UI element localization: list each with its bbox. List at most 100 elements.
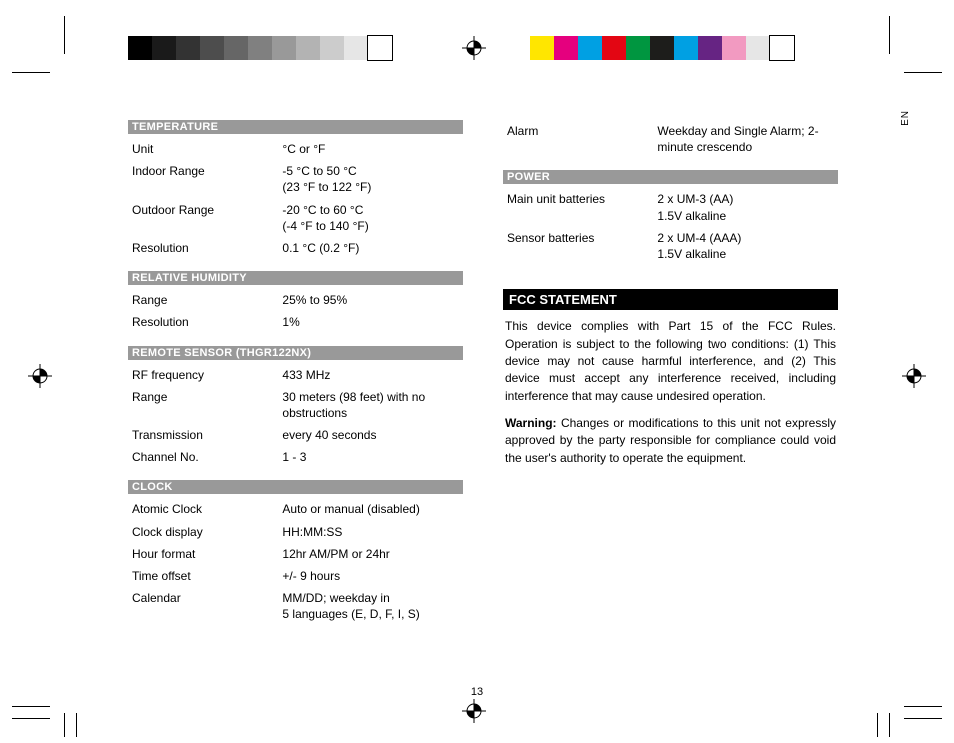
page-number: 13 xyxy=(0,686,954,698)
spec-value: Weekday and Single Alarm; 2- minute cres… xyxy=(657,123,834,155)
warning-label: Warning: xyxy=(505,416,557,430)
left-column: TEMPERATUREUnit°C or °FIndoor Range-5 °C… xyxy=(128,120,463,626)
spec-value: 30 meters (98 feet) with no obstructions xyxy=(282,389,459,421)
swatch xyxy=(746,36,770,60)
spec-label: Transmission xyxy=(132,427,282,443)
spec-row: Indoor Range-5 °C to 50 °C(23 °F to 122 … xyxy=(128,160,463,198)
fcc-paragraph: This device complies with Part 15 of the… xyxy=(503,318,838,405)
crop-mark xyxy=(889,16,890,54)
spec-row: Atomic ClockAuto or manual (disabled) xyxy=(128,498,463,520)
section-header: TEMPERATURE xyxy=(128,120,463,134)
spec-value: 25% to 95% xyxy=(282,292,459,308)
crop-mark xyxy=(889,713,890,737)
section-header: REMOTE SENSOR (THGR122NX) xyxy=(128,346,463,360)
spec-label: Sensor batteries xyxy=(507,230,657,262)
spec-value: 433 MHz xyxy=(282,367,459,383)
spec-value: HH:MM:SS xyxy=(282,524,459,540)
crop-mark xyxy=(904,72,942,73)
swatch xyxy=(320,36,344,60)
spec-row: Resolution0.1 °C (0.2 °F) xyxy=(128,237,463,259)
spec-row: Outdoor Range-20 °C to 60 °C(-4 °F to 14… xyxy=(128,199,463,237)
spec-label: Indoor Range xyxy=(132,163,282,195)
spec-row: AlarmWeekday and Single Alarm; 2- minute… xyxy=(503,120,838,158)
spec-value: °C or °F xyxy=(282,141,459,157)
section-header: POWER xyxy=(503,170,838,184)
swatch xyxy=(152,36,176,60)
swatch xyxy=(128,36,152,60)
spec-row: Range25% to 95% xyxy=(128,289,463,311)
spec-row: Main unit batteries2 x UM-3 (AA)1.5V alk… xyxy=(503,188,838,226)
spec-label: Main unit batteries xyxy=(507,191,657,223)
swatch xyxy=(650,36,674,60)
swatch xyxy=(530,36,554,60)
section-header: RELATIVE HUMIDITY xyxy=(128,271,463,285)
swatch xyxy=(698,36,722,60)
spec-row: Channel No.1 - 3 xyxy=(128,446,463,468)
spec-row: Time offset+/- 9 hours xyxy=(128,565,463,587)
crop-mark xyxy=(76,713,77,737)
spec-label: Unit xyxy=(132,141,282,157)
spec-label: Resolution xyxy=(132,314,282,330)
crop-mark xyxy=(904,718,942,719)
color-colorbar xyxy=(530,36,794,60)
spec-label: Range xyxy=(132,292,282,308)
swatch xyxy=(296,36,320,60)
swatch xyxy=(272,36,296,60)
spec-row: Range30 meters (98 feet) with no obstruc… xyxy=(128,386,463,424)
crop-mark xyxy=(904,706,942,707)
registration-mark-icon xyxy=(28,364,52,388)
swatch xyxy=(224,36,248,60)
swatch xyxy=(248,36,272,60)
spec-row: Transmissionevery 40 seconds xyxy=(128,424,463,446)
spec-label: Time offset xyxy=(132,568,282,584)
crop-mark xyxy=(12,706,50,707)
spec-label: Alarm xyxy=(507,123,657,155)
spec-label: Calendar xyxy=(132,590,282,622)
spec-value: 0.1 °C (0.2 °F) xyxy=(282,240,459,256)
swatch xyxy=(368,36,392,60)
spec-row: RF frequency433 MHz xyxy=(128,364,463,386)
spec-label: Hour format xyxy=(132,546,282,562)
spec-value: MM/DD; weekday in5 languages (E, D, F, I… xyxy=(282,590,459,622)
spec-row: CalendarMM/DD; weekday in5 languages (E,… xyxy=(128,587,463,625)
swatch xyxy=(722,36,746,60)
swatch xyxy=(626,36,650,60)
swatch xyxy=(344,36,368,60)
crop-mark xyxy=(12,718,50,719)
swatch xyxy=(602,36,626,60)
spec-row: Sensor batteries2 x UM-4 (AAA)1.5V alkal… xyxy=(503,227,838,265)
spec-row: Unit°C or °F xyxy=(128,138,463,160)
right-column: AlarmWeekday and Single Alarm; 2- minute… xyxy=(503,120,838,626)
registration-mark-icon xyxy=(462,36,486,60)
swatch xyxy=(578,36,602,60)
spec-value: Auto or manual (disabled) xyxy=(282,501,459,517)
crop-mark xyxy=(64,16,65,54)
spec-value: -5 °C to 50 °C(23 °F to 122 °F) xyxy=(282,163,459,195)
spec-label: Range xyxy=(132,389,282,421)
registration-mark-icon xyxy=(462,699,486,723)
swatch xyxy=(200,36,224,60)
crop-mark xyxy=(12,72,50,73)
swatch xyxy=(674,36,698,60)
spec-row: Clock displayHH:MM:SS xyxy=(128,521,463,543)
spec-label: Atomic Clock xyxy=(132,501,282,517)
page-content: TEMPERATUREUnit°C or °FIndoor Range-5 °C… xyxy=(128,120,838,626)
crop-mark xyxy=(64,713,65,737)
swatch xyxy=(770,36,794,60)
language-indicator: EN xyxy=(900,110,911,126)
spec-row: Hour format12hr AM/PM or 24hr xyxy=(128,543,463,565)
spec-value: 2 x UM-3 (AA)1.5V alkaline xyxy=(657,191,834,223)
spec-label: RF frequency xyxy=(132,367,282,383)
spec-value: 1 - 3 xyxy=(282,449,459,465)
crop-mark xyxy=(877,713,878,737)
registration-mark-icon xyxy=(902,364,926,388)
spec-label: Clock display xyxy=(132,524,282,540)
spec-value: -20 °C to 60 °C(-4 °F to 140 °F) xyxy=(282,202,459,234)
swatch xyxy=(554,36,578,60)
swatch xyxy=(176,36,200,60)
spec-value: 2 x UM-4 (AAA)1.5V alkaline xyxy=(657,230,834,262)
spec-label: Channel No. xyxy=(132,449,282,465)
spec-value: 12hr AM/PM or 24hr xyxy=(282,546,459,562)
spec-value: 1% xyxy=(282,314,459,330)
spec-label: Outdoor Range xyxy=(132,202,282,234)
